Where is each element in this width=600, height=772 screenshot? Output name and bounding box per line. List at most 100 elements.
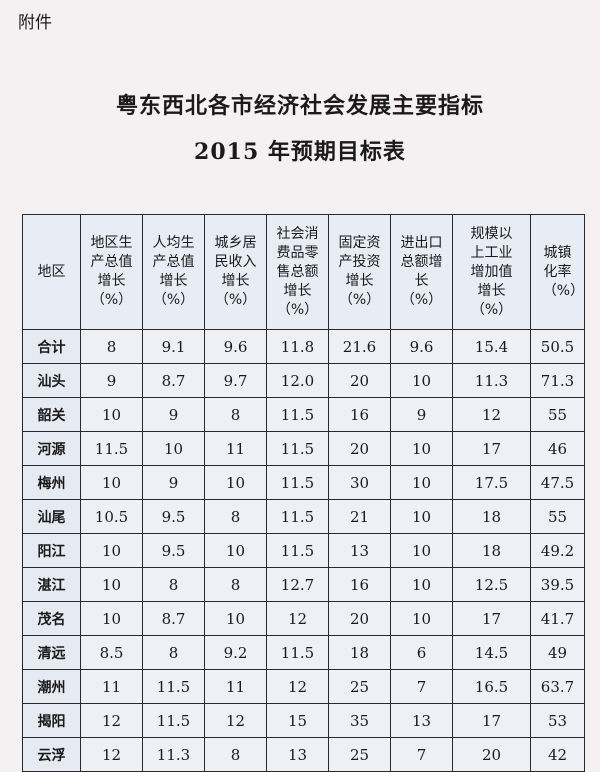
table-row: 潮州 11 11.5 11 12 25 7 16.5 63.7: [22, 669, 585, 704]
value-cell: 9.6: [204, 329, 267, 364]
value-cell: 8.7: [142, 363, 205, 398]
table-row: 云浮 12 11.3 8 13 25 7 20 42: [22, 737, 585, 772]
value-cell: 49: [530, 635, 585, 670]
value-cell: 71.3: [530, 363, 585, 398]
column-header: 地区: [22, 214, 81, 330]
value-cell: 41.7: [530, 601, 585, 636]
table-row: 阳江 10 9.5 10 11.5 13 10 18 49.2: [22, 533, 585, 568]
table-row: 河源 11.5 10 11 11.5 20 10 17 46: [22, 431, 585, 466]
value-cell: 12: [204, 703, 267, 738]
value-cell: 10: [390, 601, 453, 636]
region-cell: 汕尾: [22, 499, 81, 534]
value-cell: 49.2: [530, 533, 585, 568]
column-header: 人均生产总值增长（%）: [142, 214, 205, 330]
region-cell: 潮州: [22, 669, 81, 704]
table-row: 湛江 10 8 8 12.7 16 10 12.5 39.5: [22, 567, 585, 602]
value-cell: 12.5: [452, 567, 531, 602]
value-cell: 10: [390, 363, 453, 398]
value-cell: 17: [452, 703, 531, 738]
column-header: 城乡居民收入增长（%）: [204, 214, 267, 330]
table-row: 茂名 10 8.7 10 12 20 10 17 41.7: [22, 601, 585, 636]
region-cell: 汕头: [22, 363, 81, 398]
attachment-label: 附件: [18, 13, 52, 33]
region-cell: 合计: [22, 329, 81, 364]
value-cell: 63.7: [530, 669, 585, 704]
value-cell: 12: [80, 737, 143, 772]
value-cell: 11.5: [142, 669, 205, 704]
column-header-label: 规模以上工业增加值增长（%）: [470, 225, 513, 318]
column-header: 固定资产投资增长（%）: [328, 214, 391, 330]
value-cell: 9.7: [204, 363, 267, 398]
value-cell: 50.5: [530, 329, 585, 364]
value-cell: 9: [390, 397, 453, 432]
value-cell: 8.7: [142, 601, 205, 636]
value-cell: 35: [328, 703, 391, 738]
value-cell: 53: [530, 703, 585, 738]
value-cell: 46: [530, 431, 585, 466]
value-cell: 18: [452, 499, 531, 534]
value-cell: 11.5: [266, 533, 329, 568]
value-cell: 12.0: [266, 363, 329, 398]
value-cell: 15: [266, 703, 329, 738]
value-cell: 10: [204, 601, 267, 636]
table-header-row: 地区 地区生产总值增长（%） 人均生产总值增长（%） 城乡居民收入增长（%） 社会消费品…: [22, 214, 585, 330]
value-cell: 11.8: [266, 329, 329, 364]
value-cell: 11.5: [266, 431, 329, 466]
value-cell: 12: [80, 703, 143, 738]
value-cell: 6: [390, 635, 453, 670]
value-cell: 10.5: [80, 499, 143, 534]
value-cell: 9: [142, 397, 205, 432]
value-cell: 8: [204, 397, 267, 432]
column-header: 社会消费品零售总额增长（%）: [266, 214, 329, 330]
value-cell: 11: [204, 431, 267, 466]
value-cell: 25: [328, 737, 391, 772]
value-cell: 8.5: [80, 635, 143, 670]
value-cell: 16: [328, 567, 391, 602]
value-cell: 10: [80, 397, 143, 432]
column-header-label: 地区: [37, 263, 66, 280]
table-row: 汕尾 10.5 9.5 8 11.5 21 10 18 55: [22, 499, 585, 534]
value-cell: 7: [390, 737, 453, 772]
value-cell: 14.5: [452, 635, 531, 670]
column-header-label: 城乡居民收入增长（%）: [214, 235, 257, 308]
value-cell: 11.5: [266, 635, 329, 670]
column-header: 规模以上工业增加值增长（%）: [452, 214, 531, 330]
value-cell: 18: [328, 635, 391, 670]
value-cell: 47.5: [530, 465, 585, 500]
value-cell: 10: [80, 567, 143, 602]
value-cell: 10: [142, 431, 205, 466]
table-row: 韶关 10 9 8 11.5 16 9 12 55: [22, 397, 585, 432]
value-cell: 10: [390, 431, 453, 466]
value-cell: 12: [452, 397, 531, 432]
value-cell: 10: [390, 499, 453, 534]
indicator-table: 地区 地区生产总值增长（%） 人均生产总值增长（%） 城乡居民收入增长（%） 社会消费品…: [22, 214, 585, 772]
value-cell: 21.6: [328, 329, 391, 364]
value-cell: 11.5: [266, 499, 329, 534]
value-cell: 17.5: [452, 465, 531, 500]
value-cell: 12: [266, 601, 329, 636]
value-cell: 9: [80, 363, 143, 398]
value-cell: 42: [530, 737, 585, 772]
value-cell: 17: [452, 601, 531, 636]
value-cell: 13: [390, 703, 453, 738]
value-cell: 9: [142, 465, 205, 500]
value-cell: 20: [328, 601, 391, 636]
value-cell: 10: [390, 533, 453, 568]
value-cell: 11.3: [452, 363, 531, 398]
table-row: 梅州 10 9 10 11.5 30 10 17.5 47.5: [22, 465, 585, 500]
region-cell: 揭阳: [22, 703, 81, 738]
column-header: 城镇化率（%）: [530, 214, 585, 330]
value-cell: 10: [204, 533, 267, 568]
region-cell: 梅州: [22, 465, 81, 500]
value-cell: 11.5: [266, 397, 329, 432]
region-cell: 云浮: [22, 737, 81, 772]
value-cell: 8: [80, 329, 143, 364]
column-header-label: 地区生产总值增长（%）: [90, 235, 133, 308]
value-cell: 11.5: [80, 431, 143, 466]
region-cell: 茂名: [22, 601, 81, 636]
value-cell: 55: [530, 499, 585, 534]
value-cell: 9.2: [204, 635, 267, 670]
table-row: 汕头 9 8.7 9.7 12.0 20 10 11.3 71.3: [22, 363, 585, 398]
value-cell: 12.7: [266, 567, 329, 602]
column-header: 地区生产总值增长（%）: [80, 214, 143, 330]
